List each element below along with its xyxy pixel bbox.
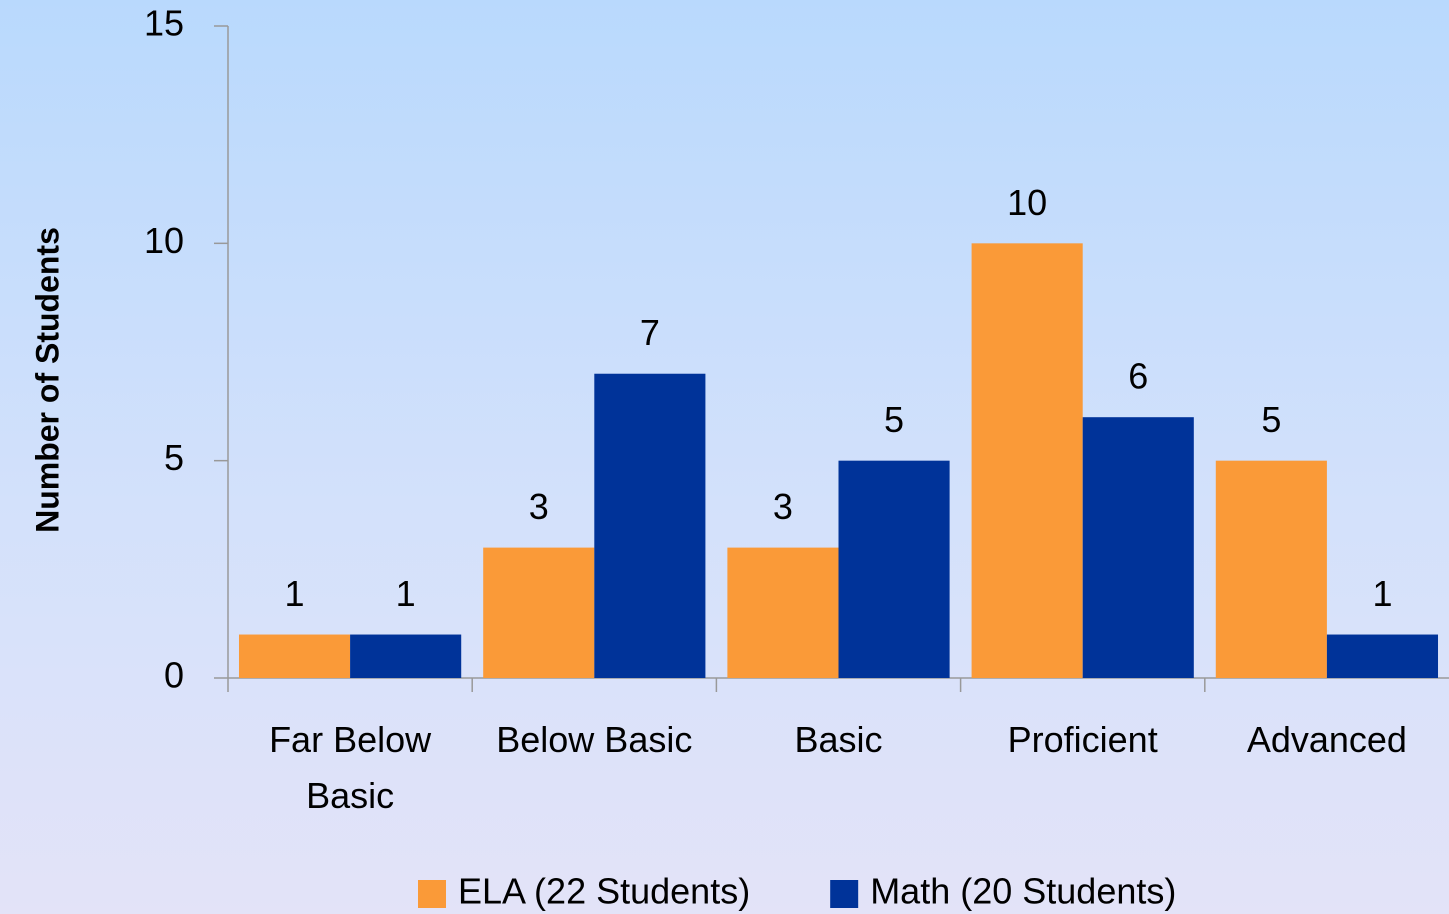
bar xyxy=(238,634,351,678)
y-tick-label: 5 xyxy=(164,437,184,478)
x-tick-label: Below Basic xyxy=(496,719,693,760)
bar xyxy=(1326,634,1439,678)
x-tick-label: Advanced xyxy=(1246,719,1407,760)
value-label: 10 xyxy=(1007,182,1047,223)
x-tick-label: Far Below Basic xyxy=(269,719,432,816)
bar xyxy=(838,460,950,678)
bar xyxy=(1215,460,1327,678)
y-tick-label: 15 xyxy=(144,3,184,44)
legend-swatch xyxy=(418,880,446,908)
bar xyxy=(971,243,1083,679)
value-label: 3 xyxy=(773,486,793,527)
value-label: 3 xyxy=(529,486,549,527)
x-tick-label: Proficient xyxy=(1007,719,1158,760)
y-axis-title: Number of Students xyxy=(29,227,65,533)
value-label: 1 xyxy=(1372,573,1392,614)
x-tick-label: Basic xyxy=(794,719,883,760)
legend-label: ELA (22 Students) xyxy=(458,871,750,912)
value-label: 7 xyxy=(640,312,660,353)
legend-swatch xyxy=(830,880,859,908)
value-label: 5 xyxy=(884,399,904,440)
legend-label: Math (20 Students) xyxy=(870,871,1176,912)
bar xyxy=(1082,417,1194,678)
y-tick-label: 0 xyxy=(164,655,184,696)
bar xyxy=(727,547,839,678)
bar xyxy=(483,547,595,678)
bar xyxy=(594,373,706,678)
y-tick-label: 10 xyxy=(144,220,184,261)
value-label: 5 xyxy=(1261,399,1281,440)
value-label: 1 xyxy=(396,573,416,614)
value-label: 1 xyxy=(285,573,305,614)
bar xyxy=(350,634,462,678)
value-label: 6 xyxy=(1128,356,1148,397)
